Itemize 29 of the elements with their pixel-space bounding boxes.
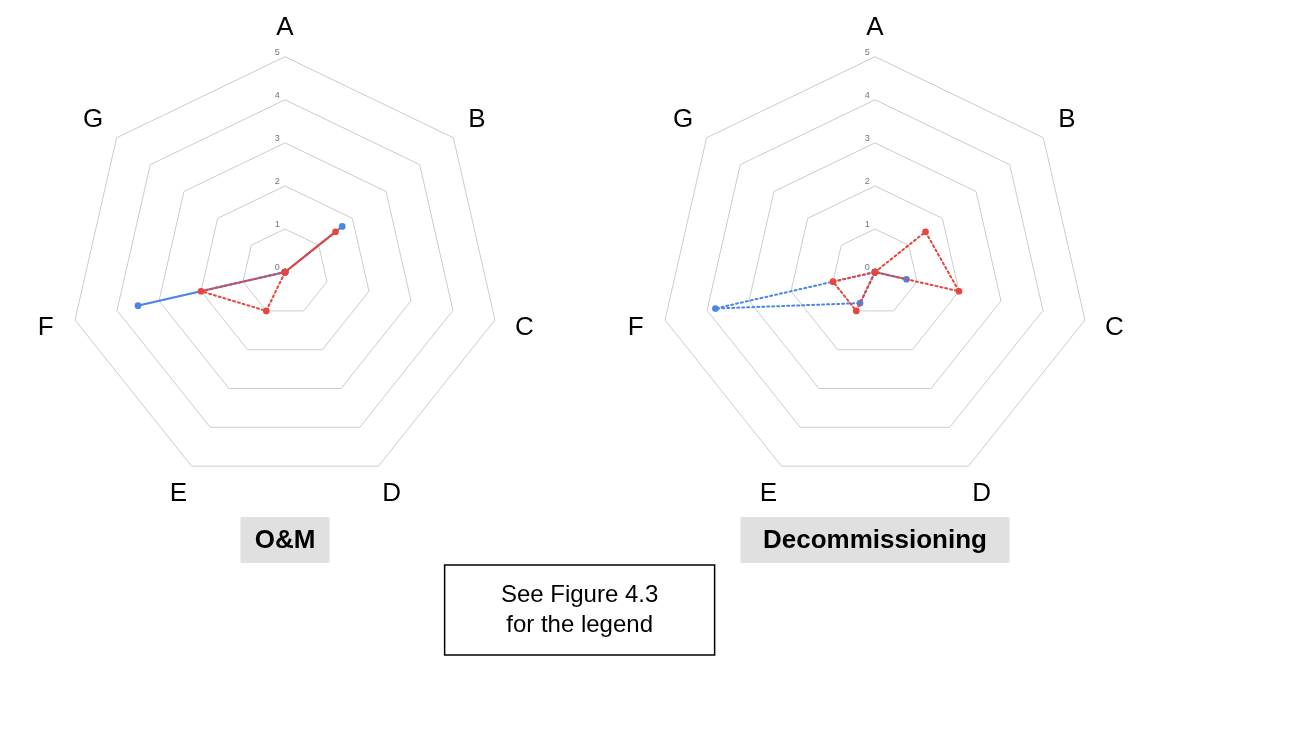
y-tick-label: 1: [864, 218, 870, 229]
spoke-label: A: [866, 10, 885, 41]
spoke-label: D: [972, 477, 991, 508]
y-tick-label: 0: [864, 261, 870, 272]
y-tick-label: 3: [274, 132, 280, 143]
spoke-label: B: [468, 102, 486, 133]
spoke-label: B: [1058, 102, 1076, 133]
spoke-label: E: [169, 477, 188, 508]
spoke-label: A: [276, 10, 295, 41]
y-tick-label: 0: [274, 261, 280, 272]
spoke-label: G: [672, 102, 694, 133]
spoke-label: D: [382, 477, 401, 508]
y-tick-label: 5: [274, 46, 280, 57]
y-tick-label: 3: [864, 132, 870, 143]
y-tick-label: 2: [274, 175, 280, 186]
y-tick-label: 2: [864, 175, 870, 186]
y-tick-label: 1: [274, 218, 280, 229]
y-tick-label: 4: [274, 89, 280, 100]
text: See Figure 4.3 for the legend: [500, 580, 659, 637]
y-tick-label: 5: [864, 46, 870, 57]
spoke-label: G: [82, 102, 104, 133]
y-tick-label: 4: [864, 89, 870, 100]
text: O&M: [254, 524, 316, 554]
text: Decommissioning: [763, 524, 987, 554]
spoke-label: F: [627, 310, 644, 341]
spoke-label: E: [759, 477, 778, 508]
spoke-label: C: [514, 310, 534, 341]
spoke-label: C: [1104, 310, 1124, 341]
spoke-label: F: [37, 310, 54, 341]
